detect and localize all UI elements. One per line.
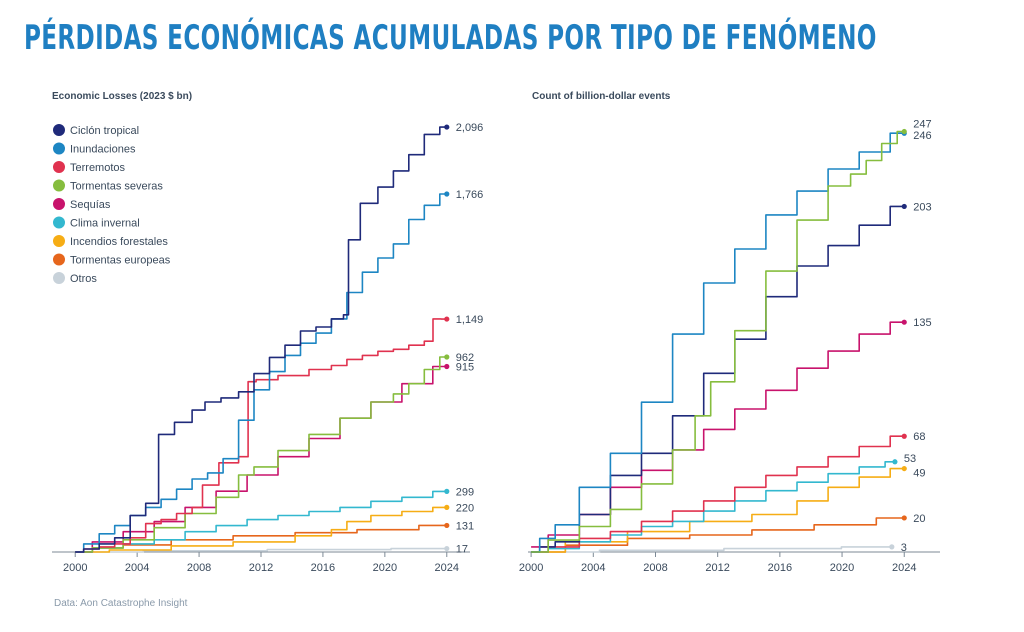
series-end-label-tropical: 203 [913, 201, 931, 213]
series-line-floods[interactable] [531, 132, 905, 553]
series-end-label-quakes: 1,149 [456, 314, 484, 326]
series-end-label-wildfire: 49 [913, 468, 925, 480]
series-line-severe[interactable] [531, 130, 905, 553]
series-end-label-floods: 1,766 [456, 189, 484, 201]
chart-title: Economic Losses (2023 $ bn) [52, 91, 192, 102]
series-line-quakes[interactable] [75, 318, 447, 553]
series-endpoint-severe [901, 128, 907, 135]
series-line-winter[interactable] [75, 490, 447, 553]
series-endpoint-other [889, 544, 895, 550]
series-line-euro[interactable] [531, 517, 905, 553]
series-end-label-other: 17 [456, 544, 468, 556]
series-endpoint-quakes [444, 316, 450, 322]
series-end-label-winter: 299 [456, 486, 474, 498]
legend-label: Tormentas severas [70, 181, 163, 193]
chart-2: Count of billion-dollar events 2000 2004 20… [519, 91, 940, 574]
legend-swatch [53, 216, 65, 229]
legend-label: Terremotos [70, 162, 126, 174]
series-endpoint-euro [901, 515, 907, 521]
series-end-label-floods: 246 [913, 130, 931, 142]
series-end-label-euro: 20 [913, 513, 925, 525]
series-endpoint-winter [892, 459, 898, 465]
legend-label: Ciclón tropical [70, 125, 139, 137]
series-end-label-severe: 962 [456, 352, 474, 364]
legend-item-floods[interactable]: Inundaciones [53, 142, 136, 156]
legend-swatch [53, 272, 65, 284]
legend-swatch [53, 235, 65, 247]
series-line-other[interactable] [75, 547, 447, 553]
series-line-tropical[interactable] [75, 126, 447, 553]
legend-label: Otros [70, 273, 97, 285]
series-end-label-other: 3 [901, 542, 907, 554]
series-line-winter[interactable] [531, 461, 895, 553]
x-tick-label: 2004 [125, 562, 149, 574]
series-line-severe[interactable] [75, 356, 447, 553]
legend-label: Inundaciones [70, 144, 136, 156]
legend-label: Tormentas europeas [70, 255, 171, 267]
x-tick-label: 2024 [892, 562, 916, 574]
series-endpoint-severe [444, 354, 450, 360]
data-source: Data: Aon Catastrophe Insight [54, 598, 188, 609]
x-tick-label: 2012 [249, 562, 273, 574]
legend: Ciclón tropical Inundaciones Terremotos Tor… [53, 124, 171, 285]
series-endpoint-floods [444, 191, 450, 197]
x-tick-label: 2020 [830, 562, 854, 574]
series-line-other[interactable] [531, 546, 892, 553]
legend-label: Clima invernal [70, 218, 140, 230]
series-endpoint-tropical [901, 203, 907, 210]
x-tick-label: 2016 [768, 562, 792, 574]
legend-item-quakes[interactable]: Terremotos [53, 161, 126, 174]
series-end-label-wildfire: 220 [456, 502, 474, 514]
legend-swatch [53, 198, 65, 210]
series-endpoint-euro [444, 522, 450, 529]
series-endpoint-other [444, 545, 450, 552]
series-end-label-drought: 915 [456, 362, 474, 374]
x-tick-label: 2012 [705, 562, 729, 574]
legend-item-severe[interactable]: Tormentas severas [53, 179, 163, 193]
series-end-label-severe: 247 [913, 119, 931, 131]
legend-item-other[interactable]: Otros [53, 272, 97, 285]
series-endpoint-drought [901, 319, 907, 325]
legend-swatch [53, 179, 65, 192]
series-line-tropical[interactable] [531, 205, 905, 553]
legend-item-winter[interactable]: Clima invernal [53, 216, 140, 230]
series-end-label-winter: 53 [904, 453, 916, 465]
legend-swatch [53, 142, 65, 155]
x-tick-label: 2008 [187, 562, 211, 574]
x-tick-label: 2000 [63, 562, 87, 574]
legend-item-tropical[interactable]: Ciclón tropical [53, 124, 139, 137]
series-line-wildfire[interactable] [75, 506, 447, 553]
legend-item-wildfire[interactable]: Incendios forestales [53, 235, 168, 248]
legend-item-drought[interactable]: Sequías [53, 198, 111, 211]
legend-label: Sequías [70, 199, 111, 211]
series-end-label-drought: 135 [913, 317, 931, 329]
series-endpoint-quakes [901, 433, 907, 439]
chart-1: Economic Losses (2023 $ bn) 2000 2004 2008 2… [52, 91, 483, 574]
x-tick-label: 2020 [373, 562, 397, 574]
x-tick-label: 2016 [311, 562, 335, 574]
series-endpoint-tropical [444, 124, 450, 130]
legend-swatch [53, 253, 65, 266]
series-line-drought[interactable] [531, 321, 905, 548]
legend-label: Incendios forestales [70, 236, 168, 248]
series-endpoint-winter [444, 488, 450, 494]
series-line-wildfire[interactable] [531, 467, 905, 553]
chart-title: Count of billion-dollar events [532, 91, 671, 102]
legend-swatch [53, 161, 65, 173]
series-endpoint-wildfire [444, 504, 450, 510]
series-endpoint-drought [444, 363, 450, 370]
x-tick-label: 2024 [435, 562, 459, 574]
legend-item-euro[interactable]: Tormentas europeas [53, 253, 171, 267]
series-end-label-euro: 131 [456, 520, 474, 532]
series-end-label-tropical: 2,096 [456, 122, 484, 134]
x-tick-label: 2000 [519, 562, 543, 574]
series-end-label-quakes: 68 [913, 431, 925, 443]
series-line-quakes[interactable] [531, 435, 905, 553]
x-tick-label: 2008 [643, 562, 667, 574]
legend-swatch [53, 124, 65, 136]
series-endpoint-wildfire [901, 465, 907, 472]
page-title: PÉRDIDAS ECONÓMICAS ACUMULADAS POR TIPO … [24, 18, 877, 58]
x-tick-label: 2004 [581, 562, 605, 574]
